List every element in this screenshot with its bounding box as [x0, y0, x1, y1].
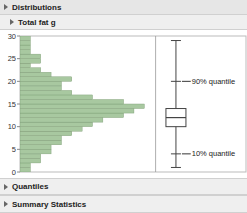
subtitle-bar-text: Total fat g [18, 18, 56, 27]
y-tick-label: 10 [8, 122, 16, 131]
whisker-cap [171, 40, 181, 41]
annotation: 10% quantile [192, 149, 235, 158]
divider [155, 36, 156, 172]
y-tick [17, 172, 20, 173]
iqr-box [166, 109, 186, 127]
plot-area [20, 36, 186, 172]
histogram-bar [20, 99, 124, 104]
histogram-bar [20, 68, 41, 73]
histogram-bar [20, 163, 30, 168]
histogram-bar [20, 127, 82, 132]
histogram-bar [20, 59, 41, 64]
quantile-tick [171, 81, 181, 82]
y-tick [17, 149, 20, 150]
histogram-bar [20, 50, 30, 55]
histogram-bar [20, 167, 30, 172]
histogram-bar [20, 81, 61, 86]
y-tick-label: 30 [8, 32, 16, 41]
y-tick [17, 36, 20, 37]
histogram-bar [20, 140, 61, 145]
histogram-bar [20, 54, 41, 59]
footer-bar-text: Summary Statistics [12, 200, 86, 209]
title-bar: Distributions [0, 0, 247, 15]
y-tick [17, 126, 20, 127]
disclosure-icon [4, 201, 8, 207]
histogram-bar [20, 77, 72, 82]
histogram-bar [20, 109, 134, 114]
disclosure-icon [4, 184, 8, 190]
y-tick [17, 81, 20, 82]
y-tick-label: 20 [8, 77, 16, 86]
quantile-tick [171, 153, 181, 154]
histogram-bar [20, 72, 51, 77]
disclosure-icon [4, 4, 8, 10]
whisker-cap [171, 167, 181, 168]
chart: 0 5 10 15 20 25 30 90% quantile 10% quantile [0, 30, 247, 178]
subtitle-bar: Total fat g [0, 15, 247, 30]
disclosure-icon [10, 19, 14, 25]
y-tick [17, 104, 20, 105]
histogram-bar [20, 36, 30, 41]
annotation-leader [182, 153, 191, 154]
footer-bar-text: Quantiles [12, 182, 48, 191]
y-tick-label: 15 [8, 100, 16, 109]
y-tick-label: 0 [12, 168, 16, 177]
histogram-bar [20, 41, 30, 46]
plot-frame [20, 36, 246, 172]
histogram-bar [20, 131, 72, 136]
histogram-bar [20, 118, 103, 123]
title-bar-text: Distributions [12, 3, 61, 12]
histogram-bar [20, 95, 93, 100]
histogram-bar [20, 122, 93, 127]
annotation-leader [182, 81, 191, 82]
y-tick-label: 25 [8, 54, 16, 63]
histogram-bar [20, 158, 41, 163]
whisker [175, 41, 176, 168]
histogram-bar [20, 104, 144, 109]
footer-bar: Summary Statistics [0, 195, 247, 213]
annotation: 90% quantile [192, 77, 235, 86]
y-tick [17, 58, 20, 59]
histogram-bar [20, 145, 51, 150]
histogram-bar [20, 154, 41, 159]
histogram-bar [20, 86, 61, 91]
histogram-bar [20, 90, 72, 95]
histogram-bar [20, 136, 61, 141]
histogram-bar [20, 149, 51, 154]
y-tick-label: 5 [12, 145, 16, 154]
histogram-bar [20, 63, 30, 68]
footer-bar: Quantiles [0, 178, 247, 195]
histogram-bar [20, 45, 30, 50]
histogram-bar [20, 113, 124, 118]
median-line [166, 117, 186, 118]
